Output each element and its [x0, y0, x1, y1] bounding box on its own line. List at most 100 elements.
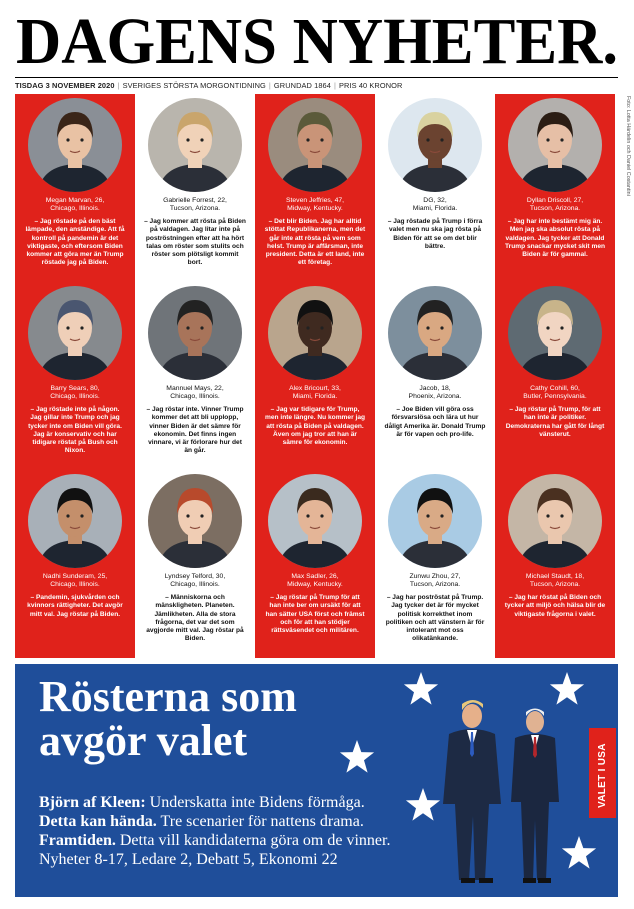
person-card: Alex Bricourt, 33, Miami, Florida. – Jag v…: [255, 282, 375, 468]
feature-text: Nyheter 8-17, Ledare 2, Debatt 5, Ekonom…: [39, 851, 338, 868]
section-tab-label: VALET I USA: [597, 743, 608, 808]
person-quote: – Jag röstar inte. Vinner Trump kommer d…: [146, 406, 244, 455]
person-photo: [148, 286, 242, 380]
feature-item: Framtiden. Detta vill kandidaterna göra …: [39, 832, 390, 850]
person-name: Max Sadler, 26,: [291, 573, 339, 580]
dateline-item: TISDAG 3 NOVEMBER 2020: [15, 81, 115, 90]
person-photo: [148, 474, 242, 568]
person-name: Jacob, 18,: [419, 385, 451, 392]
feature-item: Detta kan hända. Tre scenarier för natte…: [39, 813, 364, 831]
person-photo: [388, 474, 482, 568]
person-card: Max Sadler, 26, Midway, Kentucky. – Jag rö…: [255, 470, 375, 656]
person-card: Cathy Cohill, 60, Butler, Pennsylvania. – …: [495, 282, 615, 468]
person-name: Lyndsey Telford, 30,: [164, 573, 226, 580]
person-card: Barry Sears, 80, Chicago, Illinois. – Jag …: [15, 282, 135, 468]
person-place: Chicago, Illinois.: [170, 581, 220, 588]
portrait: [398, 112, 472, 192]
person-name: Barry Sears, 80,: [50, 385, 100, 392]
person-card: Steven Jeffries, 47, Midway, Kentucky. – D…: [255, 94, 375, 280]
person-name: Nadhi Sunderam, 25,: [42, 573, 108, 580]
headline-line: avgör valet: [39, 716, 248, 765]
person-photo: [268, 98, 362, 192]
person-photo: [388, 98, 482, 192]
photo-credit: Foto: Lotta Härdelin och Daniel Costanti…: [625, 96, 631, 196]
feature-text: Tre scenarier för nattens drama.: [156, 813, 364, 830]
person-quote: – Jag röstade inte på någon. Jag gillar …: [28, 406, 122, 455]
person-card: DG, 32, Miami, Florida. – Jag röstade på T…: [375, 94, 495, 280]
portrait: [38, 488, 112, 568]
person-quote: – Människorna och mänskligheten. Planete…: [146, 594, 244, 643]
person-photo: [148, 98, 242, 192]
portrait: [398, 488, 472, 568]
feature-box: VALET I USA Rösterna som avgör valet Björn…: [15, 664, 618, 897]
person-card: Nadhi Sunderam, 25, Chicago, Illinois. – P…: [15, 470, 135, 656]
person-place: Midway, Kentucky.: [287, 205, 343, 212]
person-name: Gabrielle Forrest, 22,: [163, 197, 227, 204]
person-place: Midway, Kentucky.: [287, 581, 343, 588]
person-quote: – Jag har röstat på Biden och tycker att…: [504, 594, 606, 618]
person-name: Steven Jeffries, 47,: [285, 197, 345, 204]
person-card: Megan Marvan, 26, Chicago, Illinois. – Jag…: [15, 94, 135, 280]
person-place: Chicago, Illinois.: [50, 581, 100, 588]
person-quote: – Det blir Biden. Jag har alltid stöttat…: [264, 218, 366, 267]
figure: [443, 700, 501, 883]
person-place: Chicago, Illinois.: [50, 393, 100, 400]
separator: |: [117, 81, 120, 90]
person-name: Michael Staudt, 18,: [525, 573, 585, 580]
feature-art: [339, 672, 597, 883]
feature-lead: Framtiden.: [39, 832, 116, 849]
portrait: [518, 488, 592, 568]
person-name: DG, 32,: [423, 197, 447, 204]
portrait: [38, 112, 112, 192]
masthead-title: DAGENS NYHETER.: [16, 5, 618, 76]
person-place: Miami, Florida.: [412, 205, 458, 212]
dateline-item: GRUNDAD 1864: [273, 81, 331, 90]
person-place: Tucson, Arizona.: [169, 205, 221, 212]
person-photo: [28, 286, 122, 380]
person-card: Jacob, 18, Phoenix, Arizona. – Joe Biden v…: [375, 282, 495, 468]
feature-text: Detta vill kandidaterna göra om de vinne…: [115, 832, 391, 849]
person-card: Dyllan Driscoll, 27, Tucson, Arizona. – Ja…: [495, 94, 615, 280]
person-card: Lyndsey Telford, 30, Chicago, Illinois. – …: [135, 470, 255, 656]
feature-lead: Björn af Kleen:: [39, 794, 146, 811]
person-place: Chicago, Illinois.: [170, 393, 220, 400]
portrait: [158, 112, 232, 192]
masthead: DAGENS NYHETER.: [16, 5, 618, 76]
person-quote: – Jag kommer att rösta på Biden på valda…: [144, 218, 246, 267]
person-name: Mannuel Mays, 22,: [166, 385, 224, 392]
feature-text: Underskatta inte Bidens förmåga.: [145, 794, 365, 811]
person-photo: [268, 474, 362, 568]
star: [549, 672, 585, 705]
headline-line: Rösterna som: [39, 672, 297, 721]
person-quote: – Jag röstar på Trump, för att han inte …: [505, 406, 605, 438]
person-quote: – Jag har inte bestämt mig än. Men jag s…: [504, 218, 606, 259]
person-quote: – Jag har poströstat på Trump. Jag tycke…: [385, 594, 485, 643]
star: [339, 740, 375, 773]
portrait: [38, 300, 112, 380]
person-place: Butler, Pennsylvania.: [523, 393, 587, 400]
person-photo: [508, 474, 602, 568]
person-name: Megan Marvan, 26,: [45, 197, 105, 204]
portrait: [398, 300, 472, 380]
person-card: Michael Staudt, 18, Tucson, Arizona. – Jag…: [495, 470, 615, 656]
person-quote: – Jag röstade på Trump i förra valet men…: [387, 218, 483, 250]
feature-item: Björn af Kleen: Underskatta inte Bidens …: [39, 794, 365, 812]
star: [403, 672, 439, 705]
person-photo: [508, 98, 602, 192]
person-quote: – Pandemin, sjukvården och kvinnors rätt…: [27, 594, 123, 618]
person-name: Zunwu Zhou, 27,: [409, 573, 461, 580]
person-photo: [268, 286, 362, 380]
separator: |: [333, 81, 337, 90]
person-place: Tucson, Arizona.: [529, 205, 581, 212]
person-place: Tucson, Arizona.: [529, 581, 581, 588]
star: [561, 836, 597, 869]
person-photo: [28, 98, 122, 192]
person-name: Dyllan Driscoll, 27,: [526, 197, 584, 204]
feature-lead: Detta kan hända.: [39, 813, 157, 830]
person-quote: – Jag röstade på den bäst lämpade, den a…: [25, 218, 125, 267]
person-place: Phoenix, Arizona.: [408, 393, 462, 400]
person-place: Chicago, Illinois.: [50, 205, 100, 212]
person-place: Miami, Florida.: [292, 393, 338, 400]
section-tab[interactable]: VALET I USA: [589, 728, 616, 818]
